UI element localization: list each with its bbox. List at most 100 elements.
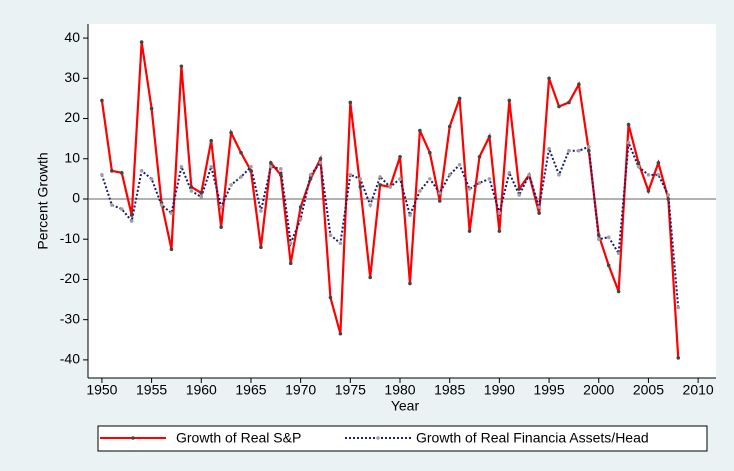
- point: [626, 122, 631, 127]
- point: [547, 76, 551, 81]
- point: [199, 191, 204, 195]
- y-tick-label: 10: [64, 149, 80, 165]
- point: [616, 289, 621, 294]
- point: [110, 203, 114, 207]
- point: [229, 130, 233, 135]
- point: [278, 173, 283, 177]
- point: [149, 177, 154, 181]
- point: [378, 183, 382, 187]
- point: [100, 98, 104, 103]
- point: [666, 193, 671, 197]
- legend-marker: [131, 436, 135, 440]
- point: [596, 233, 601, 237]
- point: [467, 229, 472, 233]
- x-tick-label: 1950: [86, 382, 117, 398]
- point: [477, 181, 482, 185]
- point: [318, 156, 323, 161]
- x-tick-label: 2010: [683, 382, 714, 398]
- y-axis-title: Percent Growth: [35, 152, 51, 249]
- point: [358, 185, 363, 189]
- point: [666, 197, 671, 201]
- point: [537, 205, 541, 209]
- point: [139, 169, 144, 173]
- point: [239, 150, 243, 155]
- point: [278, 167, 283, 171]
- x-tick-label: 1960: [186, 382, 217, 398]
- point: [587, 148, 591, 153]
- y-tick-label: -20: [60, 270, 80, 286]
- point: [507, 171, 512, 175]
- point: [269, 160, 273, 165]
- point: [606, 235, 611, 240]
- point: [139, 40, 144, 44]
- point: [428, 177, 432, 181]
- point: [398, 177, 402, 181]
- point: [557, 104, 561, 109]
- point: [368, 275, 373, 280]
- point: [338, 241, 343, 246]
- point: [199, 195, 204, 199]
- x-axis-title: Year: [391, 398, 420, 414]
- point: [587, 144, 591, 149]
- legend-label: Growth of Real Financia Assets/Head: [416, 430, 649, 446]
- point: [656, 173, 661, 177]
- point: [577, 82, 581, 87]
- point: [348, 173, 353, 177]
- point: [457, 96, 462, 101]
- point: [169, 211, 174, 215]
- x-tick-label: 1980: [384, 382, 415, 398]
- point: [159, 203, 164, 207]
- point: [249, 169, 253, 173]
- x-tick-label: 1990: [484, 382, 515, 398]
- point: [249, 165, 253, 169]
- point: [318, 160, 323, 165]
- point: [676, 305, 681, 310]
- point: [298, 217, 303, 221]
- y-tick-label: 30: [64, 69, 80, 85]
- point: [129, 219, 134, 223]
- point: [577, 148, 581, 153]
- point: [517, 193, 522, 197]
- point: [408, 281, 412, 286]
- x-tick-label: 1975: [335, 382, 366, 398]
- point: [288, 241, 293, 246]
- x-tick-label: 2000: [583, 382, 614, 398]
- point: [507, 98, 512, 103]
- point: [437, 191, 442, 195]
- point: [100, 173, 104, 177]
- point: [119, 207, 124, 211]
- point: [189, 189, 194, 193]
- point: [408, 213, 412, 217]
- point: [239, 175, 243, 179]
- point: [388, 185, 392, 189]
- point: [219, 205, 223, 209]
- point: [368, 203, 373, 207]
- point: [447, 124, 452, 129]
- y-tick-label: -30: [60, 310, 80, 326]
- point: [497, 211, 502, 215]
- point: [626, 140, 631, 145]
- point: [209, 138, 214, 143]
- x-tick-label: 2005: [633, 382, 664, 398]
- x-tick-label: 1995: [533, 382, 564, 398]
- point: [567, 100, 571, 105]
- point: [288, 261, 293, 266]
- point: [398, 154, 402, 159]
- point: [219, 225, 223, 229]
- point: [537, 211, 541, 215]
- point: [229, 183, 233, 187]
- point: [636, 160, 641, 165]
- point: [308, 177, 313, 181]
- point: [646, 189, 651, 193]
- point: [616, 251, 621, 256]
- point: [358, 177, 363, 181]
- point: [477, 154, 482, 159]
- point: [209, 165, 214, 169]
- point: [269, 165, 273, 169]
- point: [348, 100, 353, 105]
- x-tick-label: 1985: [434, 382, 465, 398]
- point: [298, 205, 303, 209]
- point: [517, 187, 522, 191]
- x-tick-label: 1955: [136, 382, 167, 398]
